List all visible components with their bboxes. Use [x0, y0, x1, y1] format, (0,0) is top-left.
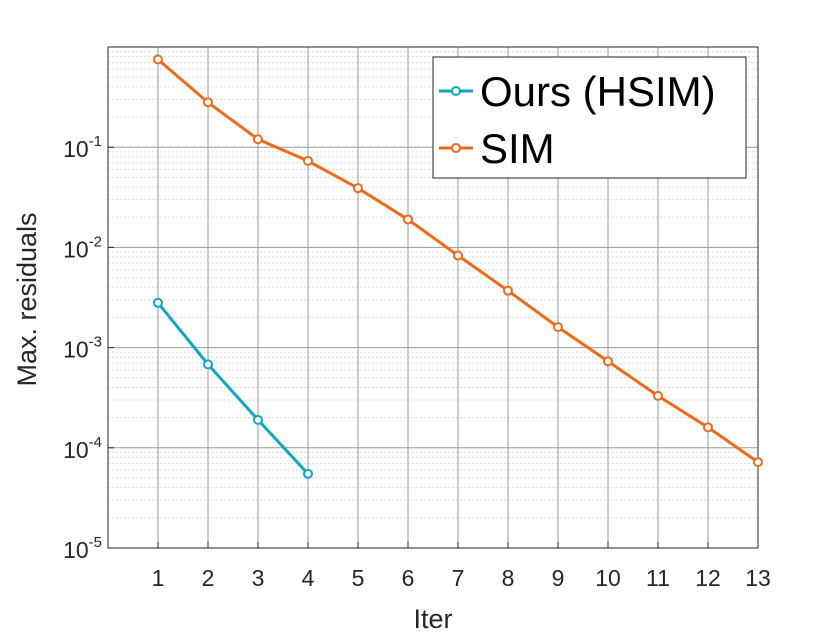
x-tick-label: 8 — [502, 565, 515, 591]
legend-marker-sim — [451, 143, 461, 153]
x-tick-label: 4 — [302, 565, 315, 591]
y-axis-title: Max. residuals — [12, 212, 42, 386]
x-tick-label: 11 — [646, 565, 670, 591]
data-point-sim — [153, 54, 163, 65]
data-point-sim — [703, 422, 713, 433]
data-point-sim — [753, 457, 763, 468]
data-point-sim — [603, 356, 613, 367]
data-point-sim — [453, 250, 463, 261]
data-point-sim — [403, 214, 413, 225]
x-tick-label: 3 — [252, 565, 265, 591]
data-point-sim — [253, 134, 263, 145]
x-tick-label: 2 — [202, 565, 215, 591]
x-tick-label: 13 — [745, 565, 771, 591]
data-point-sim — [203, 97, 213, 108]
data-point-sim — [353, 183, 363, 194]
y-tick-label: 10-1 — [63, 133, 102, 162]
x-tick-label: 7 — [452, 565, 465, 591]
x-tick-label: 12 — [695, 565, 721, 591]
y-tick-label: 10-2 — [63, 233, 102, 262]
y-tick-label: 10-5 — [63, 534, 102, 563]
y-tick-label: 10-3 — [63, 334, 102, 363]
x-axis-ticks: 1 2 3 4 5 6 7 8 9 10 11 12 13 — [152, 542, 771, 591]
data-point-ours-hsim — [153, 297, 163, 308]
x-tick-label: 6 — [402, 565, 415, 591]
data-point-sim — [503, 285, 513, 296]
legend-label-ours-hsim: Ours (HSIM) — [480, 68, 716, 115]
y-axis-ticks: 10-5 10-4 10-3 10-2 10-1 — [63, 133, 114, 563]
data-point-sim — [303, 155, 313, 166]
y-tick-label: 10-4 — [63, 434, 102, 463]
plot-area-frame — [107, 46, 759, 549]
data-point-sim — [653, 390, 663, 401]
data-point-ours-hsim — [303, 468, 313, 479]
x-axis-title: Iter — [413, 604, 452, 634]
legend: Ours (HSIM) SIM — [432, 56, 747, 179]
data-point-sim — [553, 322, 563, 333]
x-tick-label: 10 — [595, 565, 621, 591]
series-layer — [153, 54, 763, 479]
x-tick-label: 5 — [352, 565, 365, 591]
x-tick-label: 1 — [152, 565, 165, 591]
x-tick-label: 9 — [552, 565, 565, 591]
data-point-ours-hsim — [253, 414, 263, 425]
legend-marker-ours-hsim — [451, 86, 461, 96]
data-point-ours-hsim — [203, 359, 213, 370]
series-line-ours-hsim — [156, 301, 310, 475]
legend-label-sim: SIM — [480, 125, 555, 172]
legend-box — [432, 56, 747, 179]
